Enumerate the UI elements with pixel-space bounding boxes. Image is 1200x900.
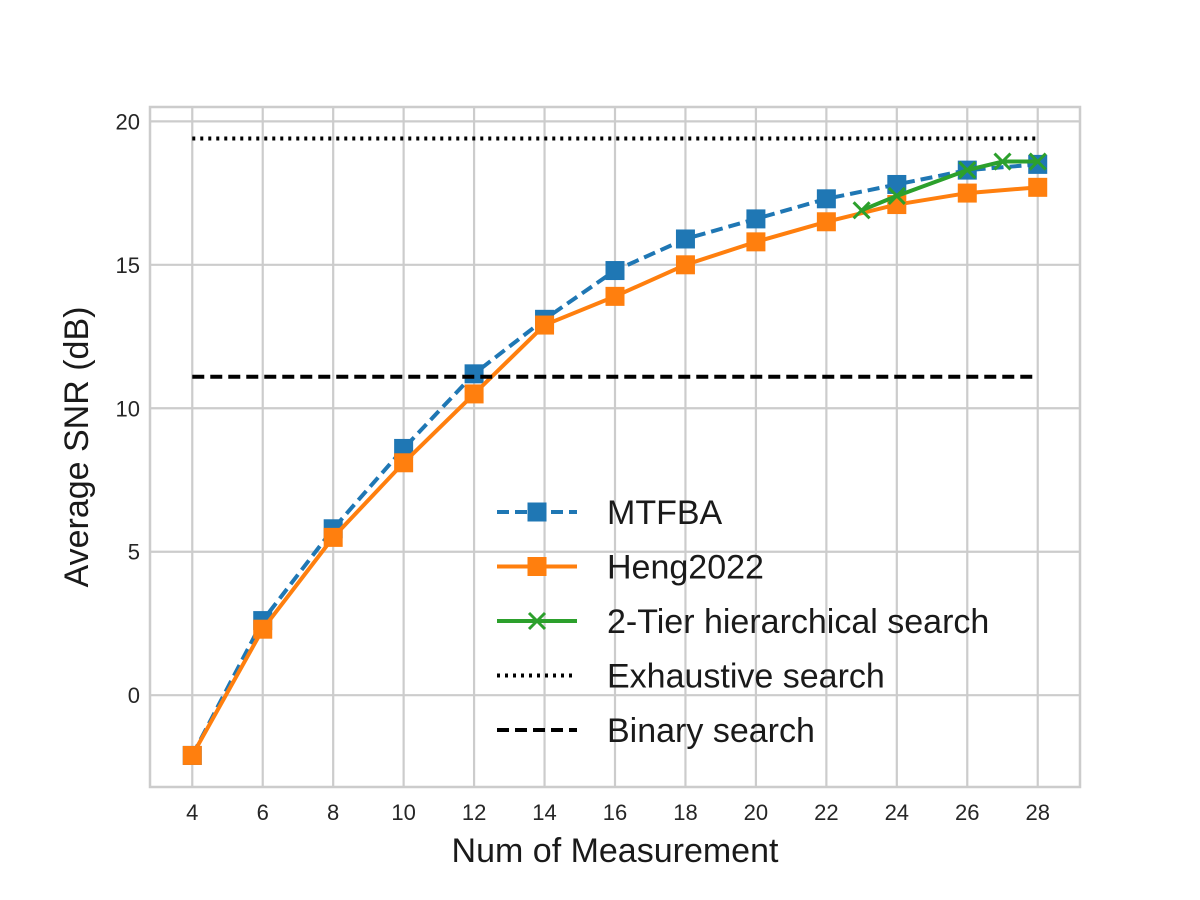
x-marker-stroke — [958, 161, 977, 180]
legend-item-heng2022: Heng2022 — [497, 549, 764, 587]
2-tier-hierarchical-search-series — [852, 152, 1047, 220]
x-tick-label: 6 — [257, 800, 269, 825]
legend-marker-2-tier-hierarchical-search — [527, 611, 547, 631]
x-marker-stroke — [993, 152, 1012, 171]
heng2022-point — [182, 745, 202, 765]
heng2022-point — [323, 527, 343, 547]
legend-item-binary-search: Binary search — [497, 712, 815, 750]
2-tier-hierarchical-search-point — [1028, 152, 1047, 171]
heng2022-point — [675, 255, 695, 275]
heng2022-point — [746, 232, 766, 252]
x-marker-stroke — [1028, 152, 1047, 171]
mtfba-point — [746, 209, 766, 229]
legend-label-heng2022: Heng2022 — [607, 549, 764, 587]
x-axis-label: Num of Measurement — [452, 832, 779, 870]
x-marker-stroke — [887, 186, 906, 206]
legend-label-exhaustive-search: Exhaustive search — [607, 658, 885, 696]
heng2022-point — [253, 619, 273, 639]
legend-label-mtfba: MTFBA — [607, 494, 723, 532]
heng2022-point — [816, 212, 836, 232]
x-tick-label: 22 — [814, 800, 838, 825]
legend-label-2-tier-hierarchical-search: 2-Tier hierarchical search — [607, 603, 989, 641]
x-tick-label: 16 — [603, 800, 627, 825]
legend-item-mtfba: MTFBA — [497, 494, 723, 532]
x-tick-label: 26 — [955, 800, 979, 825]
mtfba-point — [887, 174, 907, 194]
y-tick-label: 15 — [116, 253, 140, 278]
legend-item-exhaustive-search: Exhaustive search — [497, 658, 885, 696]
mtfba-point — [1028, 154, 1048, 174]
legend-label-binary-search: Binary search — [607, 712, 815, 750]
legend-marker-mtfba — [527, 502, 547, 522]
2-tier-hierarchical-search-point — [887, 186, 906, 206]
x-tick-label: 14 — [532, 800, 556, 825]
y-tick-label: 0 — [128, 683, 140, 708]
x-tick-labels: 4 6 8 10 12 14 16 18 20 22 24 26 28 — [186, 800, 1050, 825]
mtfba-point — [675, 229, 695, 249]
y-tick-label: 20 — [116, 109, 140, 134]
heng2022-point — [535, 315, 555, 335]
legend-item-2-tier-hierarchical-search: 2-Tier hierarchical search — [497, 603, 989, 641]
heng2022-point — [464, 384, 484, 404]
x-tick-label: 4 — [186, 800, 198, 825]
heng2022-series — [182, 177, 1048, 765]
x-tick-label: 24 — [885, 800, 909, 825]
x-tick-label: 18 — [673, 800, 697, 825]
legend-marker-heng2022 — [527, 557, 547, 576]
y-axis-label: Average SNR (dB) — [58, 307, 96, 588]
2-tier-hierarchical-search-point — [993, 152, 1012, 171]
x-marker-stroke — [852, 201, 871, 220]
2-tier-hierarchical-search-point — [958, 161, 977, 180]
legend: MTFBA Heng2022 2-Tier hierarchical search E… — [497, 494, 989, 750]
heng2022-point — [1028, 177, 1048, 197]
2-tier-hierarchical-search-point — [852, 201, 871, 220]
series-layer — [182, 136, 1048, 765]
heng2022-point — [394, 453, 414, 473]
y-tick-labels: 0 5 10 15 20 — [116, 109, 140, 708]
x-tick-label: 28 — [1025, 800, 1049, 825]
mtfba-point — [816, 189, 836, 209]
mtfba-point — [605, 261, 625, 281]
y-tick-label: 5 — [128, 540, 140, 565]
mtfba-point — [464, 364, 484, 384]
y-tick-label: 10 — [116, 396, 140, 421]
x-tick-label: 8 — [327, 800, 339, 825]
x-tick-label: 12 — [462, 800, 486, 825]
x-marker-stroke — [527, 611, 547, 631]
plot-frame — [148, 105, 1082, 789]
heng2022-point — [957, 183, 977, 203]
x-tick-label: 10 — [391, 800, 415, 825]
x-tick-label: 20 — [744, 800, 768, 825]
heng2022-point — [605, 286, 625, 306]
